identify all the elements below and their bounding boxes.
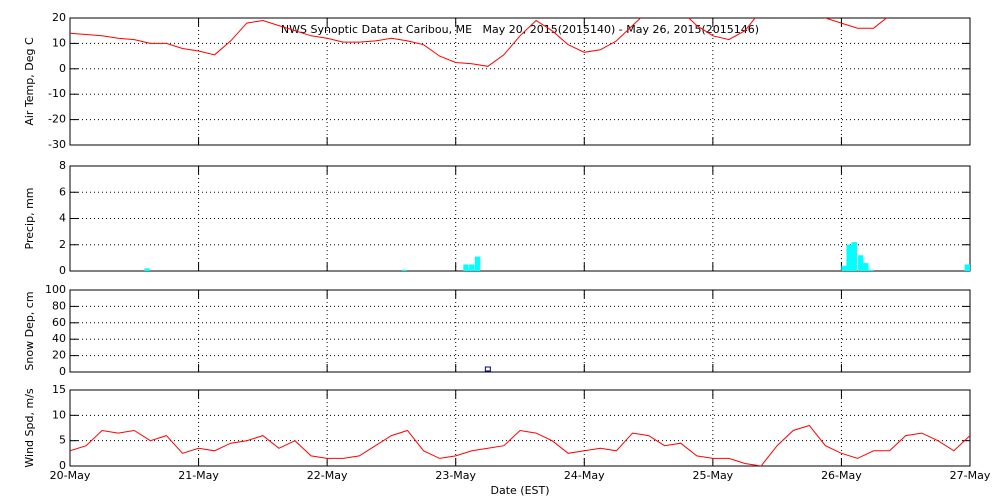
x-tick-label: 26-May bbox=[821, 469, 862, 482]
y-tick-label: 8 bbox=[59, 159, 66, 172]
y-axis-label: Wind Spd, m/s bbox=[23, 388, 36, 468]
bar bbox=[863, 263, 869, 271]
y-tick-label: 60 bbox=[52, 316, 66, 329]
plot-area bbox=[70, 424, 970, 466]
y-tick-label: 0 bbox=[59, 365, 66, 378]
bar bbox=[474, 256, 481, 271]
x-tick-label: 20-May bbox=[50, 469, 91, 482]
y-tick-label: 2 bbox=[59, 238, 66, 251]
y-axis-label: Precip, mm bbox=[23, 188, 36, 250]
x-tick-label: 27-May bbox=[950, 469, 991, 482]
plot-frame bbox=[69, 17, 971, 146]
y-tick-label: 10 bbox=[52, 36, 66, 49]
x-axis-label: Date (EST) bbox=[490, 484, 549, 497]
y-tick-label: 0 bbox=[59, 459, 66, 472]
bar bbox=[463, 264, 469, 271]
y-tick-label: 40 bbox=[52, 332, 66, 345]
x-tick-label: 23-May bbox=[435, 469, 476, 482]
y-tick-label: 0 bbox=[59, 264, 66, 277]
bar bbox=[964, 264, 970, 271]
plot-area bbox=[144, 242, 970, 271]
y-axis-label: Snow Dep, cm bbox=[23, 291, 36, 370]
bar bbox=[846, 244, 852, 271]
y-tick-label: 10 bbox=[52, 408, 66, 421]
y-tick-label: 6 bbox=[59, 185, 66, 198]
y-tick-label: 100 bbox=[45, 283, 66, 296]
point bbox=[484, 366, 491, 372]
plot-frame bbox=[69, 165, 971, 272]
x-tick-label: 22-May bbox=[307, 469, 348, 482]
y-tick-label: 20 bbox=[52, 349, 66, 362]
bar bbox=[841, 265, 847, 271]
x-tick-label: 25-May bbox=[692, 469, 733, 482]
plot-frame bbox=[69, 389, 971, 467]
y-tick-label: -20 bbox=[48, 113, 66, 126]
bar bbox=[858, 255, 864, 271]
y-tick-label: 0 bbox=[59, 62, 66, 75]
y-tick-label: 4 bbox=[59, 212, 66, 225]
bar bbox=[401, 269, 407, 271]
x-tick-label: 24-May bbox=[564, 469, 605, 482]
bar bbox=[851, 242, 857, 271]
y-tick-label: 5 bbox=[59, 434, 66, 447]
chart-title: NWS Synoptic Data at Caribou, ME May 20,… bbox=[281, 23, 759, 36]
y-tick-label: -10 bbox=[48, 87, 66, 100]
bar bbox=[469, 264, 475, 271]
data-line bbox=[70, 424, 970, 466]
bar bbox=[868, 269, 874, 271]
data-line bbox=[70, 18, 888, 67]
plot-area bbox=[70, 18, 888, 67]
x-tick-label: 21-May bbox=[178, 469, 219, 482]
y-tick-label: -30 bbox=[48, 138, 66, 151]
y-axis-label: Air Temp, Deg C bbox=[23, 37, 36, 126]
y-tick-label: 15 bbox=[52, 383, 66, 396]
plot-frame bbox=[69, 289, 971, 373]
bar bbox=[144, 268, 150, 271]
y-tick-label: 80 bbox=[52, 299, 66, 312]
y-tick-label: 20 bbox=[52, 11, 66, 24]
